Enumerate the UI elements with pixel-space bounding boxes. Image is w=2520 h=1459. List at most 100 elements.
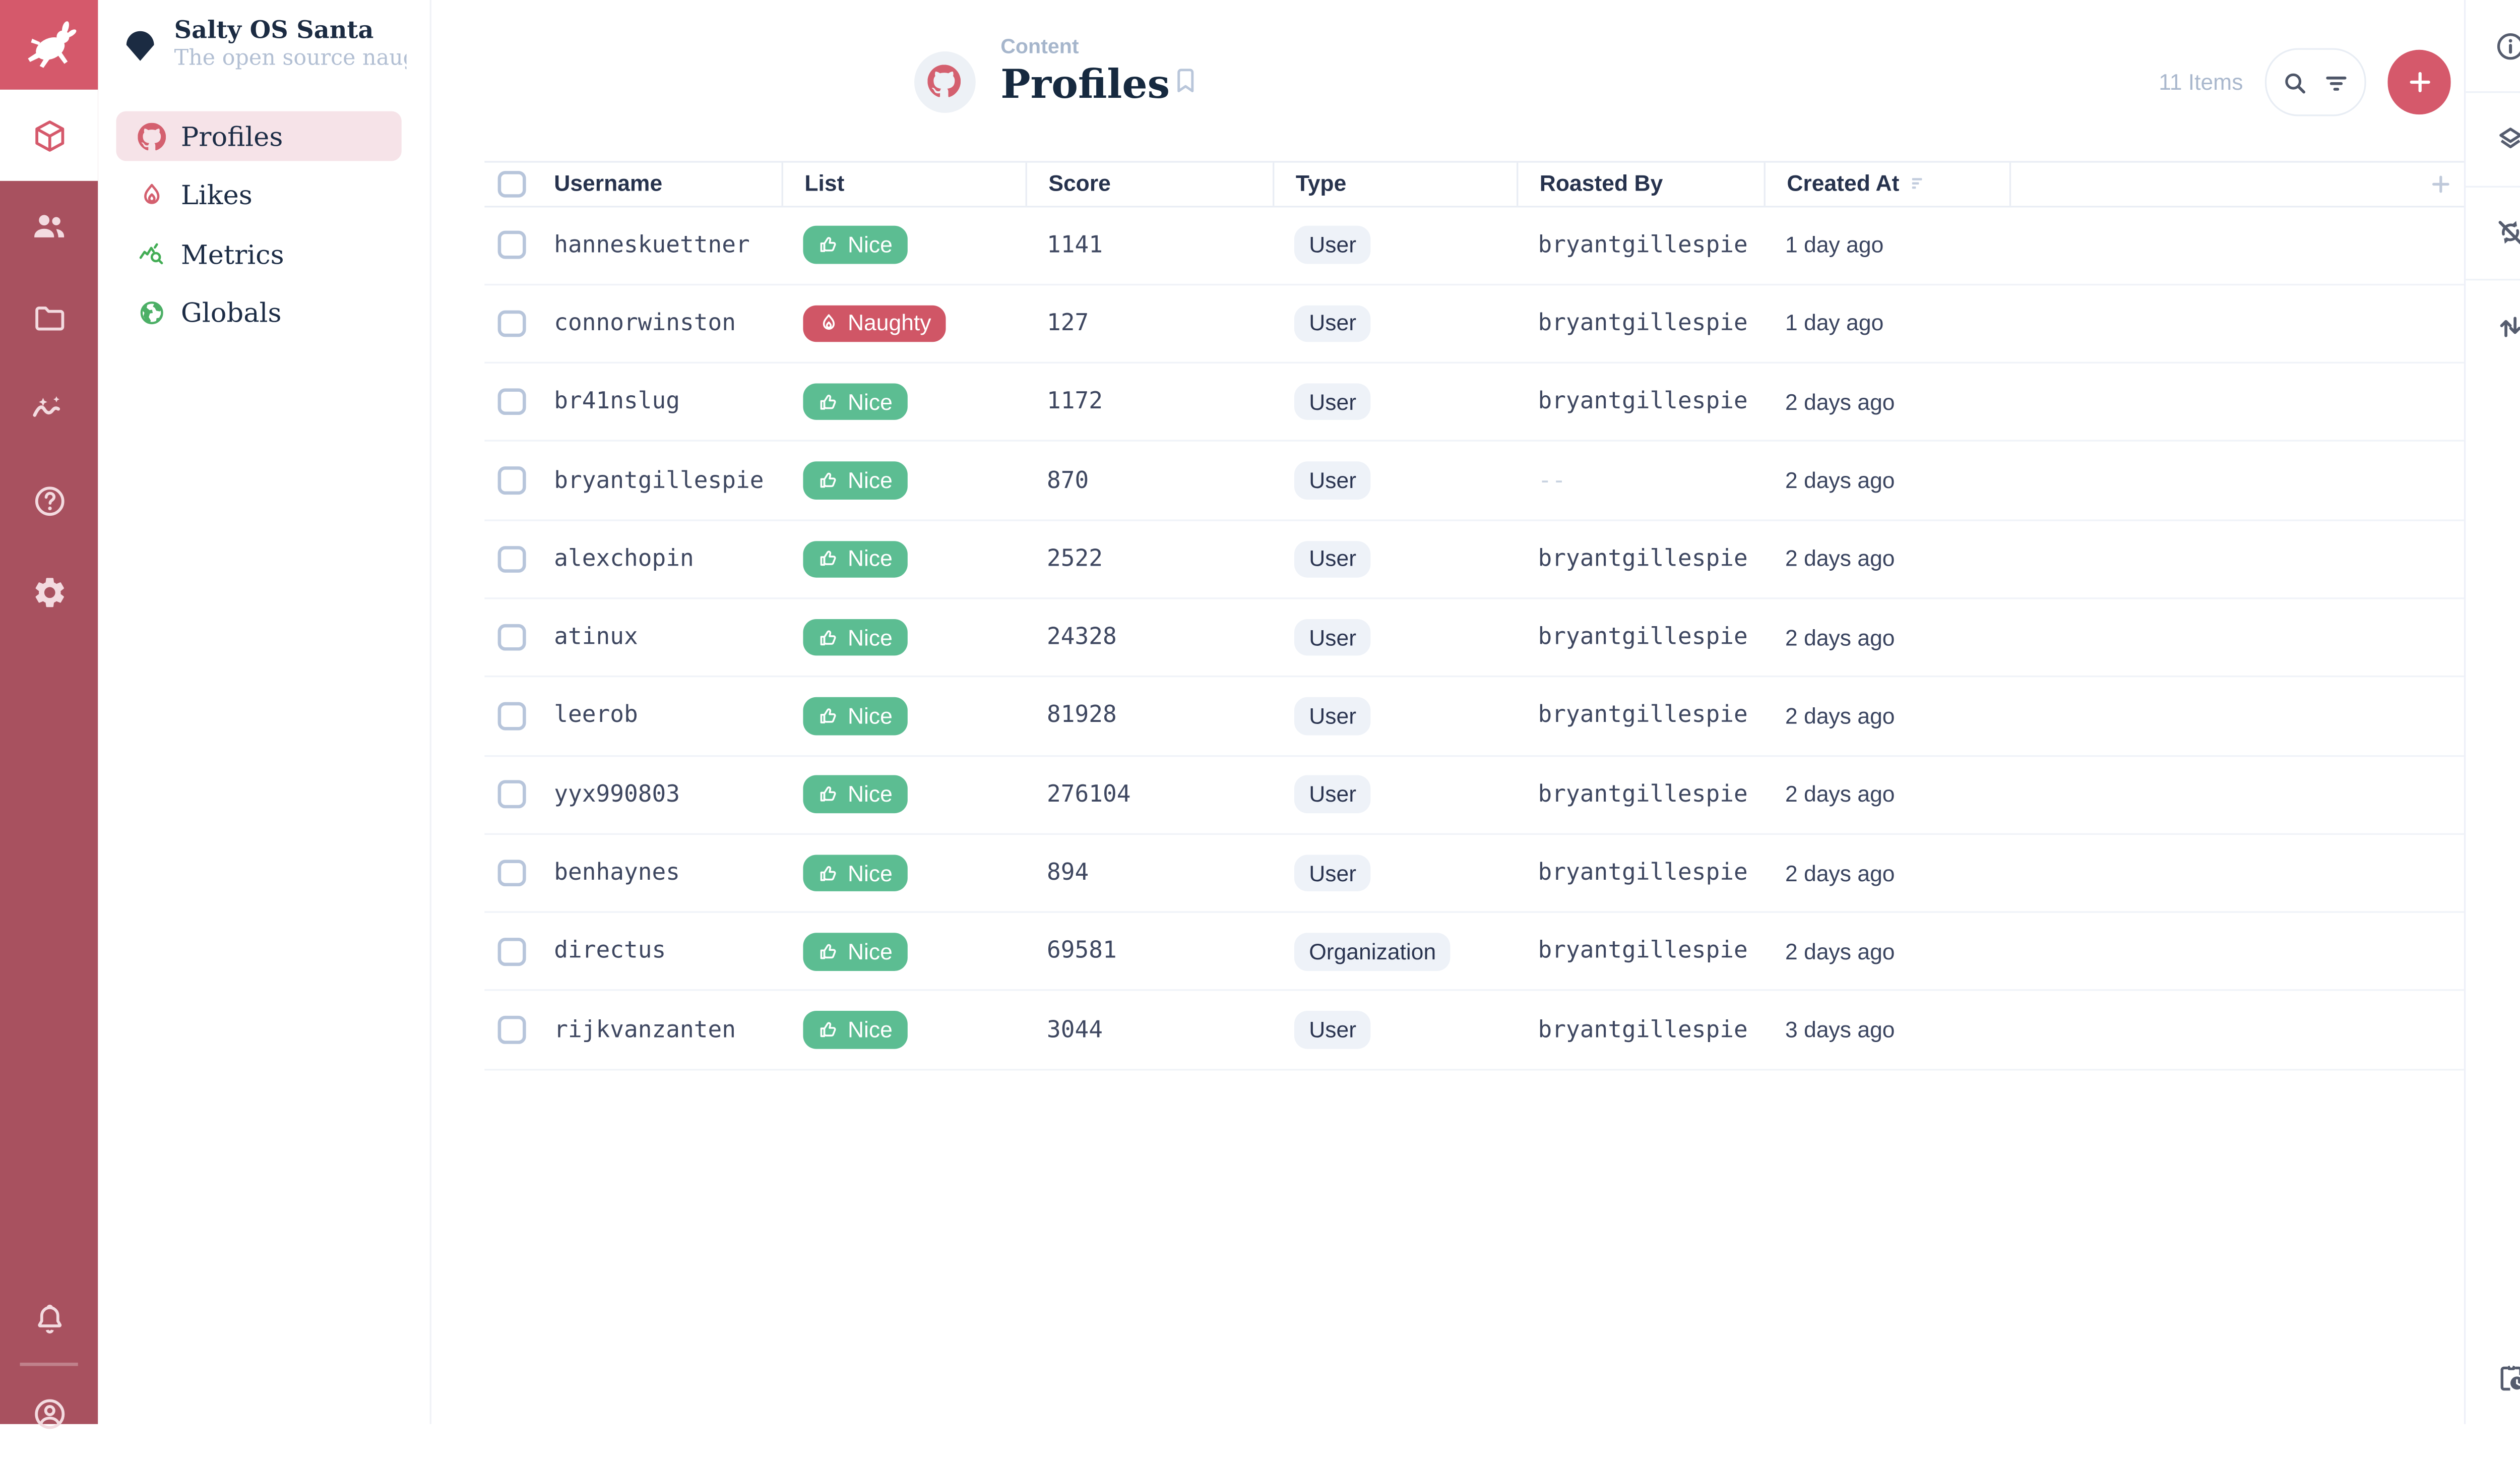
column-header-list[interactable]: List bbox=[781, 162, 1025, 205]
notifications-button[interactable] bbox=[0, 1273, 98, 1364]
cell-username: benhaynes bbox=[554, 860, 680, 887]
select-all-checkbox[interactable] bbox=[498, 170, 526, 198]
query-stats-icon bbox=[138, 240, 166, 268]
column-header-roasted-by[interactable]: Roasted By bbox=[1516, 162, 1764, 205]
app-logo[interactable] bbox=[0, 0, 98, 90]
table-row[interactable]: connorwinston Naughty 127 User bryantgil… bbox=[485, 285, 2468, 364]
page-header: Content Profiles 11 Items bbox=[431, 0, 2465, 161]
column-header-score[interactable]: Score bbox=[1025, 162, 1273, 205]
row-checkbox[interactable] bbox=[498, 310, 526, 337]
cell-score: 69581 bbox=[1047, 938, 1117, 965]
add-column-icon[interactable] bbox=[2428, 170, 2454, 197]
nice-badge: Nice bbox=[803, 697, 908, 735]
sort-descending-icon[interactable] bbox=[1909, 175, 1927, 193]
sidebar-item-globals[interactable]: Globals bbox=[116, 288, 401, 338]
module-help-button[interactable] bbox=[0, 455, 98, 546]
create-item-button[interactable] bbox=[2387, 50, 2451, 114]
row-checkbox[interactable] bbox=[498, 859, 526, 887]
sidebar-item-metrics[interactable]: Metrics bbox=[116, 229, 401, 279]
type-chip: User bbox=[1294, 854, 1371, 892]
filter-icon[interactable] bbox=[2321, 67, 2351, 97]
cell-score: 24328 bbox=[1047, 624, 1117, 651]
cell-type: User bbox=[1273, 776, 1517, 814]
table-row[interactable]: benhaynes Nice 894 User bryantgillespie … bbox=[485, 835, 2468, 914]
module-files-button[interactable] bbox=[0, 272, 98, 363]
nice-badge: Nice bbox=[803, 1011, 908, 1049]
column-header-created-at[interactable]: Created At bbox=[1763, 162, 2009, 205]
cell-score: 127 bbox=[1047, 310, 1089, 337]
type-chip: User bbox=[1294, 540, 1371, 578]
sync-disabled-button[interactable] bbox=[2466, 187, 2520, 281]
row-checkbox[interactable] bbox=[498, 624, 526, 651]
module-bar-divider bbox=[20, 1362, 78, 1365]
cell-list: Nice bbox=[781, 933, 1025, 970]
layers-icon bbox=[2494, 123, 2520, 156]
content-box-icon bbox=[31, 117, 67, 153]
type-chip: User bbox=[1294, 1011, 1371, 1049]
cell-score: 276104 bbox=[1047, 781, 1131, 808]
cell-roasted-by: bryantgillespie bbox=[1538, 624, 1748, 651]
app-window: Salty OS Santa The open source naug... P… bbox=[0, 0, 2520, 1425]
module-users-button[interactable] bbox=[0, 181, 98, 272]
table-row[interactable]: yyx990803 Nice 276104 User bryantgillesp… bbox=[485, 756, 2468, 835]
table-row[interactable]: atinux Nice 24328 User bryantgillespie 2… bbox=[485, 599, 2468, 678]
row-checkbox[interactable] bbox=[498, 231, 526, 259]
cell-username: connorwinston bbox=[554, 310, 736, 337]
module-insights-button[interactable] bbox=[0, 363, 98, 455]
cell-roasted-by: -- bbox=[1538, 467, 1566, 494]
cell-roasted-by: bryantgillespie bbox=[1538, 860, 1748, 887]
row-checkbox[interactable] bbox=[498, 388, 526, 416]
cell-created-at: 3 days ago bbox=[1785, 1017, 1895, 1043]
row-checkbox[interactable] bbox=[498, 780, 526, 809]
table-row[interactable]: hanneskuettner Nice 1141 User bryantgill… bbox=[485, 207, 2468, 285]
column-header-type[interactable]: Type bbox=[1272, 162, 1517, 205]
row-checkbox[interactable] bbox=[498, 702, 526, 730]
globe-icon bbox=[138, 299, 166, 327]
page-title: Profiles bbox=[1000, 59, 1170, 108]
module-settings-button[interactable] bbox=[0, 546, 98, 637]
row-checkbox[interactable] bbox=[498, 938, 526, 965]
column-header-username[interactable]: Username bbox=[554, 171, 663, 197]
cell-created-at: 2 days ago bbox=[1785, 546, 1895, 572]
help-icon bbox=[31, 482, 67, 518]
users-icon bbox=[30, 208, 68, 246]
table-row[interactable]: directus Nice 69581 Organization bryantg… bbox=[485, 913, 2468, 992]
module-bar bbox=[0, 0, 98, 1425]
row-checkbox[interactable] bbox=[498, 1016, 526, 1044]
cell-type: User bbox=[1273, 226, 1517, 264]
account-button[interactable] bbox=[0, 1368, 98, 1459]
import-export-button[interactable] bbox=[2466, 280, 2520, 372]
pending-actions-button[interactable] bbox=[2466, 1333, 2520, 1425]
cell-list: Nice bbox=[781, 1011, 1025, 1049]
table-row[interactable]: rijkvanzanten Nice 3044 User bryantgille… bbox=[485, 992, 2468, 1070]
row-checkbox[interactable] bbox=[498, 467, 526, 495]
bookmark-icon[interactable] bbox=[1170, 65, 1202, 96]
add-column-cell bbox=[2009, 162, 2468, 205]
breadcrumb[interactable]: Content bbox=[1000, 35, 1079, 58]
table-row[interactable]: alexchopin Nice 2522 User bryantgillespi… bbox=[485, 521, 2468, 599]
table-row[interactable]: leerob Nice 81928 User bryantgillespie 2… bbox=[485, 678, 2468, 756]
cell-type: User bbox=[1273, 462, 1517, 500]
info-button[interactable] bbox=[2466, 0, 2520, 94]
sidebar-item-profiles[interactable]: Profiles bbox=[116, 111, 402, 161]
nice-badge: Nice bbox=[803, 226, 908, 264]
cell-username: atinux bbox=[554, 624, 638, 651]
cell-roasted-by: bryantgillespie bbox=[1538, 545, 1748, 573]
cell-created-at: 1 day ago bbox=[1785, 311, 1884, 336]
layouts-button[interactable] bbox=[2466, 93, 2520, 187]
sidebar-item-likes[interactable]: Likes bbox=[116, 170, 401, 220]
cell-type: User bbox=[1273, 1011, 1517, 1049]
cell-created-at: 2 days ago bbox=[1785, 703, 1895, 729]
cell-roasted-by: bryantgillespie bbox=[1538, 702, 1748, 730]
search-icon[interactable] bbox=[2280, 67, 2309, 97]
table-header-row: Username List Score Type Roasted By Crea… bbox=[485, 161, 2468, 207]
row-checkbox[interactable] bbox=[498, 545, 526, 573]
collection-avatar bbox=[913, 50, 975, 112]
nice-badge: Nice bbox=[803, 933, 908, 970]
nice-badge: Nice bbox=[803, 462, 908, 500]
type-chip: User bbox=[1294, 226, 1371, 264]
table-row[interactable]: bryantgillespie Nice 870 User -- 2 days … bbox=[485, 442, 2468, 521]
project-header[interactable]: Salty OS Santa The open source naug... bbox=[98, 0, 429, 90]
module-content-button[interactable] bbox=[0, 89, 98, 181]
table-row[interactable]: br41nslug Nice 1172 User bryantgillespie… bbox=[485, 363, 2468, 443]
